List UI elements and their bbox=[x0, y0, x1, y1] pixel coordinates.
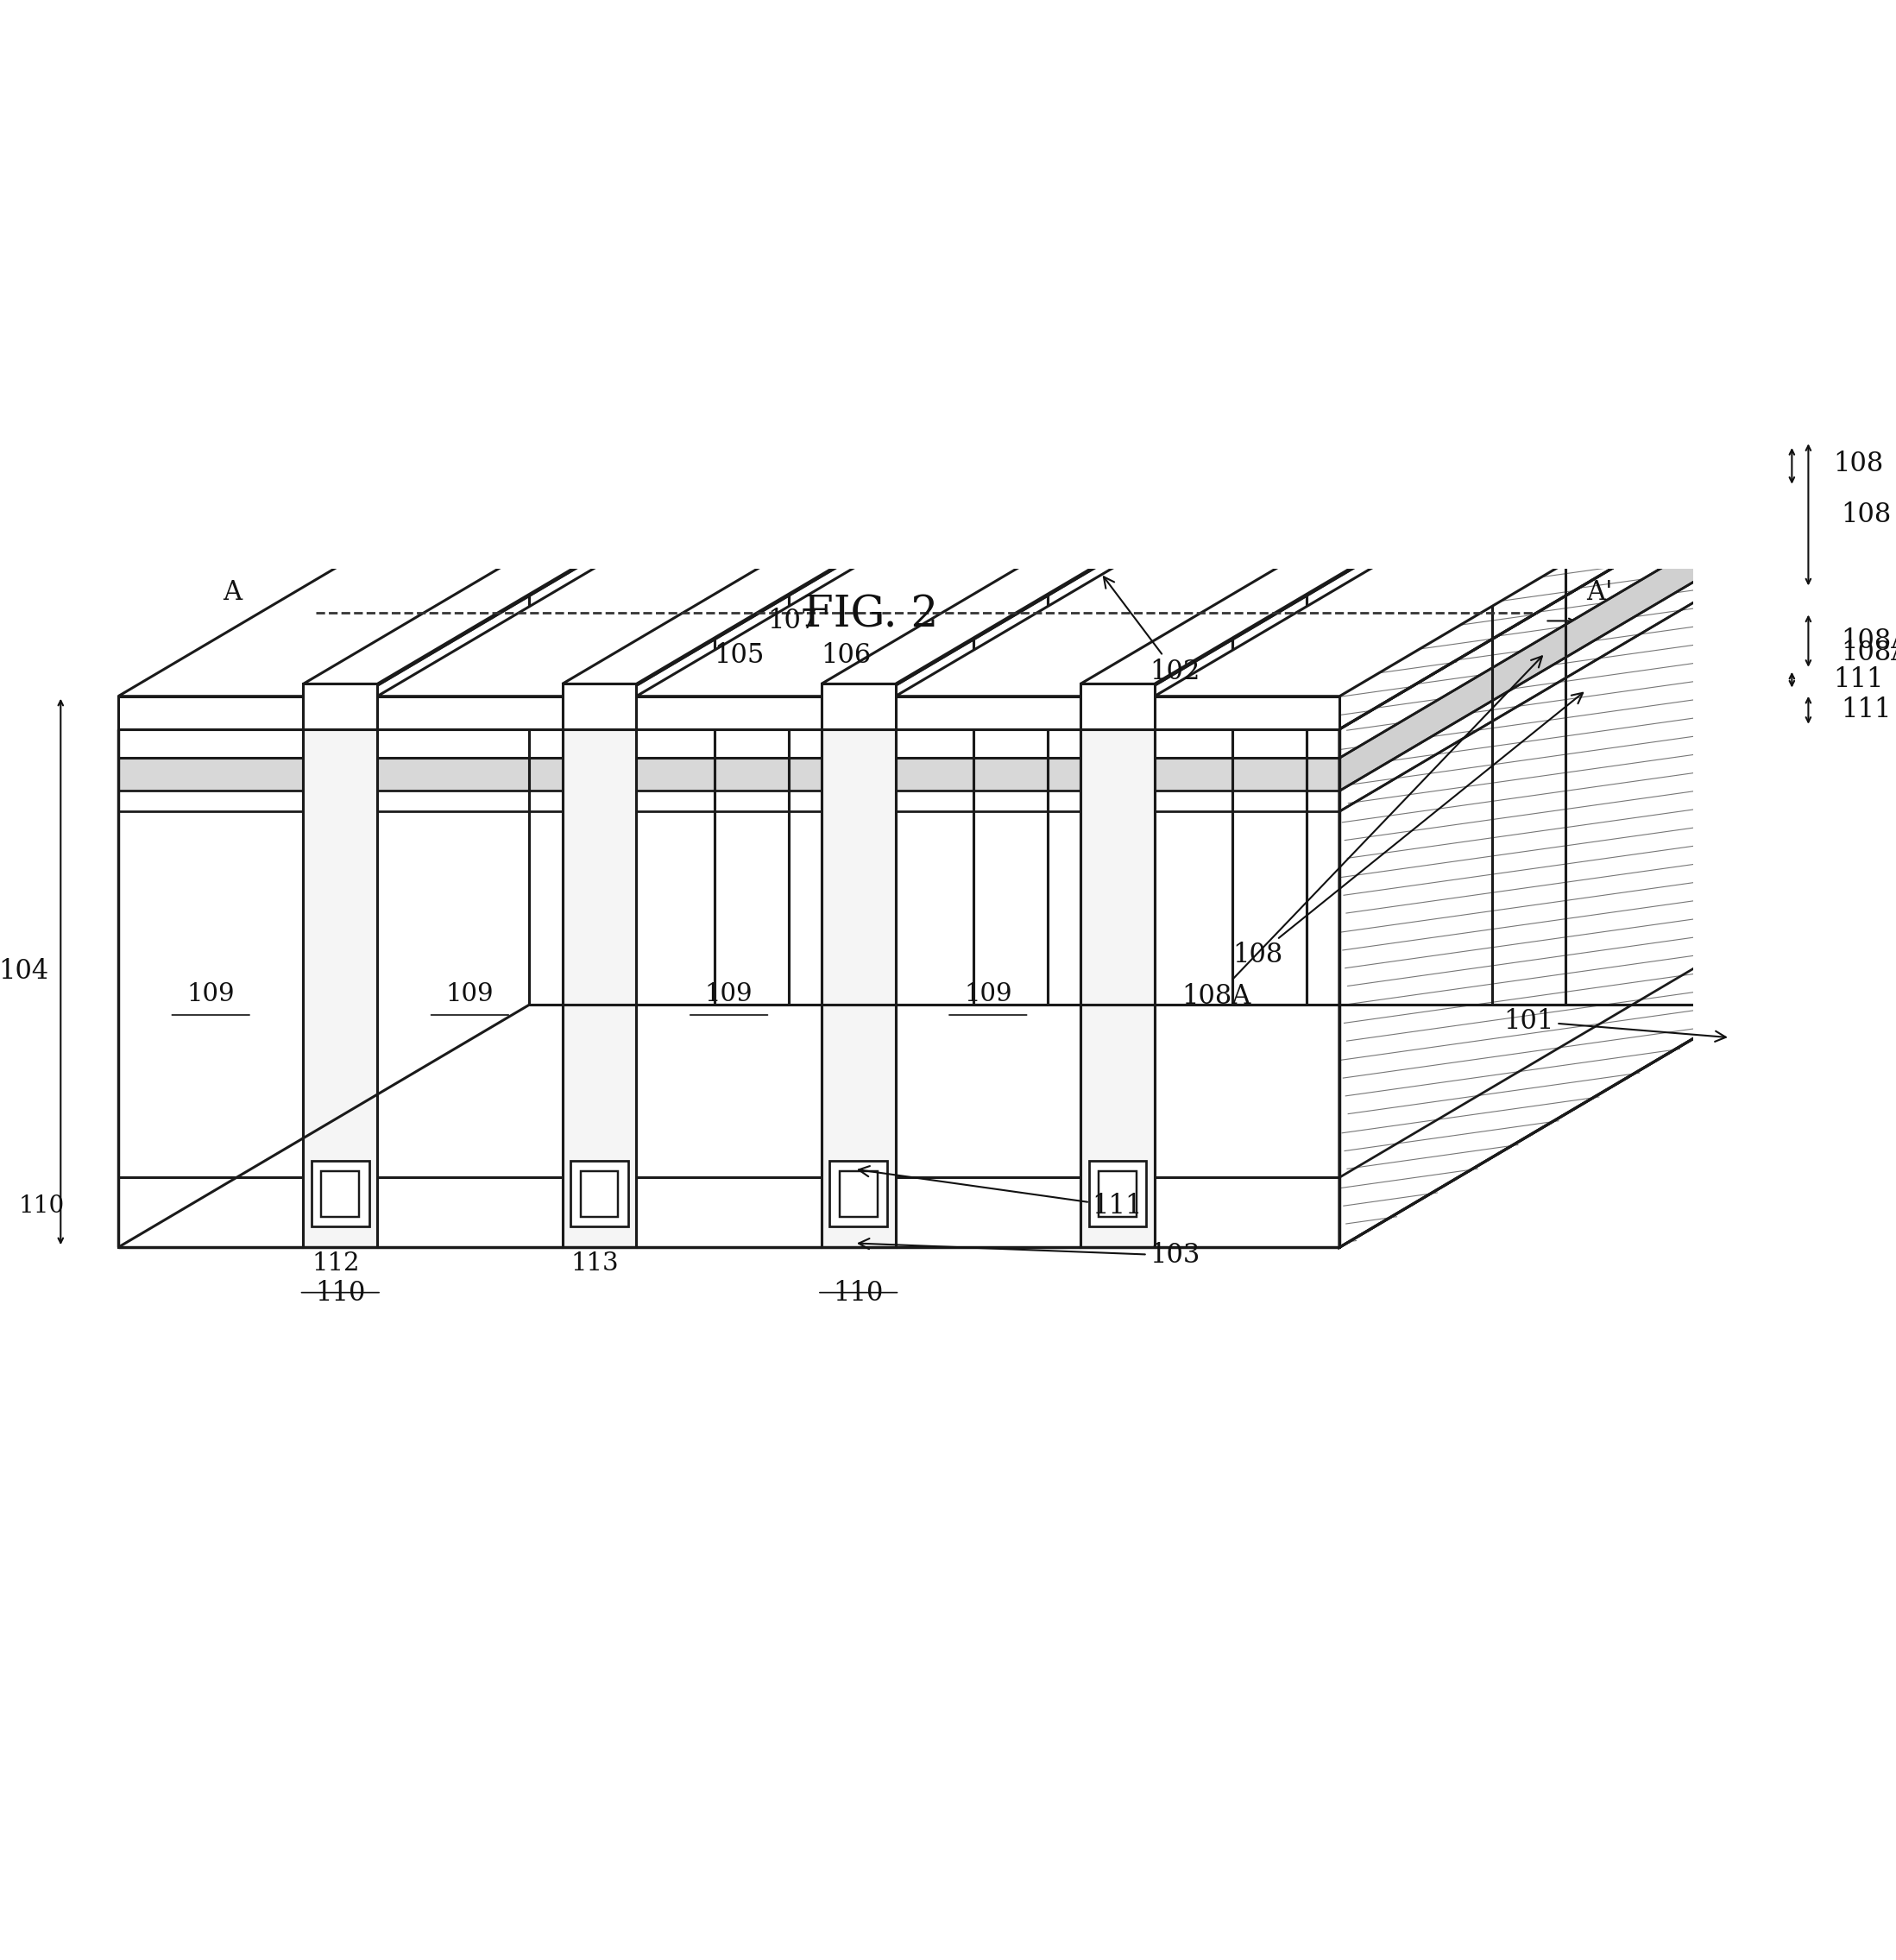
Polygon shape bbox=[118, 453, 715, 696]
Text: 101: 101 bbox=[1504, 1007, 1725, 1041]
Polygon shape bbox=[118, 486, 1750, 729]
Polygon shape bbox=[311, 1160, 370, 1227]
Text: 107: 107 bbox=[768, 608, 817, 635]
Polygon shape bbox=[1088, 1160, 1147, 1227]
Text: 111: 111 bbox=[859, 1166, 1143, 1219]
Text: 109: 109 bbox=[963, 982, 1012, 1007]
Text: 109: 109 bbox=[186, 982, 235, 1007]
Polygon shape bbox=[1081, 729, 1155, 1247]
Text: 103: 103 bbox=[859, 1239, 1200, 1268]
Polygon shape bbox=[895, 696, 1081, 729]
Polygon shape bbox=[637, 729, 821, 1247]
Polygon shape bbox=[1155, 486, 1750, 729]
Polygon shape bbox=[1155, 729, 1340, 1247]
Polygon shape bbox=[580, 1170, 618, 1217]
Polygon shape bbox=[303, 729, 377, 1247]
Polygon shape bbox=[571, 1160, 628, 1227]
Polygon shape bbox=[377, 696, 563, 729]
Text: 110: 110 bbox=[315, 1280, 366, 1307]
Text: 108: 108 bbox=[1232, 692, 1583, 968]
Text: A': A' bbox=[1587, 578, 1613, 606]
Polygon shape bbox=[821, 729, 895, 1247]
Polygon shape bbox=[637, 759, 821, 790]
Polygon shape bbox=[895, 759, 1081, 790]
Text: 109: 109 bbox=[705, 982, 753, 1007]
Text: 105: 105 bbox=[715, 643, 764, 668]
Polygon shape bbox=[563, 729, 637, 1247]
Polygon shape bbox=[563, 684, 637, 729]
Polygon shape bbox=[821, 684, 895, 729]
Polygon shape bbox=[303, 684, 377, 729]
Text: A: A bbox=[222, 578, 241, 606]
Polygon shape bbox=[821, 486, 1306, 729]
Text: 112: 112 bbox=[313, 1250, 360, 1276]
Polygon shape bbox=[563, 486, 1048, 729]
Polygon shape bbox=[637, 696, 821, 729]
Polygon shape bbox=[1340, 486, 1750, 1247]
Polygon shape bbox=[563, 478, 986, 684]
Text: 108A: 108A bbox=[1181, 657, 1541, 1009]
Polygon shape bbox=[895, 453, 1492, 696]
Polygon shape bbox=[840, 1170, 878, 1217]
Polygon shape bbox=[1155, 696, 1340, 729]
Polygon shape bbox=[118, 486, 715, 729]
Polygon shape bbox=[118, 696, 303, 729]
Polygon shape bbox=[377, 453, 973, 696]
Text: 110: 110 bbox=[832, 1280, 884, 1307]
Polygon shape bbox=[118, 729, 303, 1247]
Text: 108: 108 bbox=[1833, 451, 1883, 478]
Polygon shape bbox=[1081, 478, 1504, 684]
Polygon shape bbox=[830, 1160, 887, 1227]
Polygon shape bbox=[377, 486, 973, 729]
Polygon shape bbox=[118, 759, 303, 790]
Text: 104: 104 bbox=[0, 958, 49, 986]
Text: 109: 109 bbox=[446, 982, 493, 1007]
Text: 110: 110 bbox=[19, 1194, 64, 1217]
Text: 108A: 108A bbox=[1841, 639, 1896, 666]
Polygon shape bbox=[303, 486, 789, 729]
Polygon shape bbox=[1155, 759, 1340, 790]
Text: 111: 111 bbox=[1841, 696, 1892, 723]
Polygon shape bbox=[377, 729, 563, 1247]
Text: 111: 111 bbox=[1833, 666, 1883, 694]
Polygon shape bbox=[637, 453, 1232, 696]
Polygon shape bbox=[303, 478, 726, 684]
Polygon shape bbox=[1340, 515, 1750, 790]
Polygon shape bbox=[118, 729, 1340, 1247]
Text: 102: 102 bbox=[1103, 576, 1200, 684]
Polygon shape bbox=[637, 486, 1232, 729]
Polygon shape bbox=[821, 478, 1246, 684]
Polygon shape bbox=[320, 1170, 358, 1217]
Text: 106: 106 bbox=[821, 643, 872, 668]
Text: 108A: 108A bbox=[1841, 627, 1896, 655]
Polygon shape bbox=[1081, 486, 1566, 729]
Polygon shape bbox=[1081, 684, 1155, 729]
Text: FIG. 2: FIG. 2 bbox=[804, 594, 939, 637]
Polygon shape bbox=[895, 486, 1492, 729]
Polygon shape bbox=[895, 729, 1081, 1247]
Text: 113: 113 bbox=[571, 1250, 620, 1276]
Polygon shape bbox=[1340, 486, 1750, 1247]
Polygon shape bbox=[1155, 453, 1750, 696]
Polygon shape bbox=[377, 759, 563, 790]
Text: 108: 108 bbox=[1841, 502, 1892, 527]
Polygon shape bbox=[1098, 1170, 1136, 1217]
